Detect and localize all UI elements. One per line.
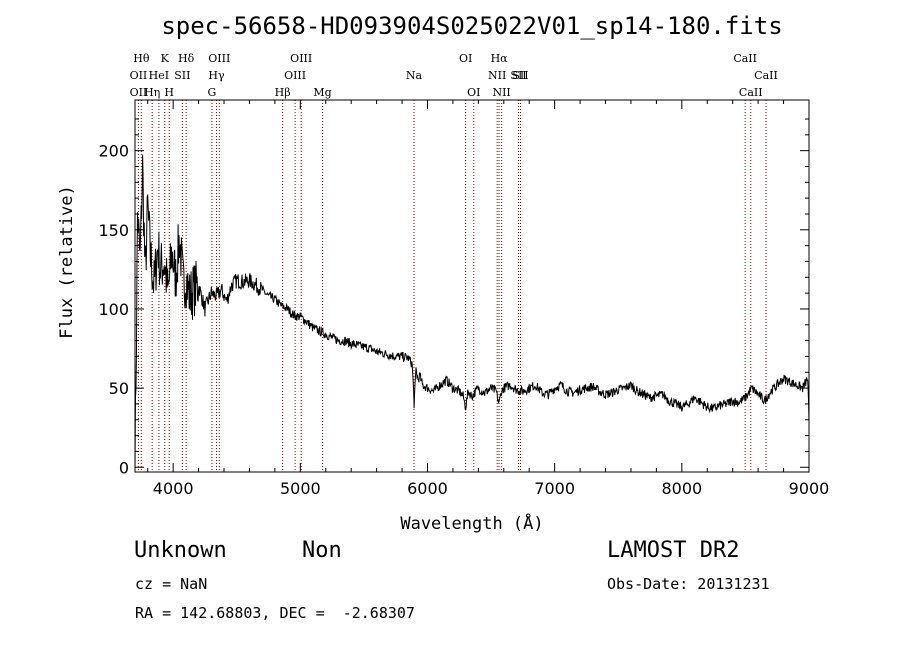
line-label: OIII — [284, 69, 306, 82]
line-label: Hη — [144, 86, 160, 99]
line-markers — [137, 100, 767, 472]
x-tick-label: 6000 — [407, 479, 448, 498]
chart-title: spec-56658-HD093904S025022V01_sp14-180.f… — [161, 12, 782, 40]
coordinates: RA = 142.68803, DEC = -2.68307 — [135, 604, 415, 622]
y-axis-label: Flux (relative) — [57, 185, 77, 339]
x-tick-label: 9000 — [789, 479, 830, 498]
object-subclass: Non — [302, 538, 342, 563]
y-axis: 0 50 100 150 200 — [98, 118, 809, 477]
y-tick-label: 200 — [98, 142, 129, 161]
line-label: OI — [459, 52, 472, 65]
y-tick-label: 0 — [119, 458, 129, 477]
line-label: H — [164, 86, 174, 99]
obs-date: Obs-Date: 20131231 — [607, 575, 770, 593]
line-label: CaII — [739, 86, 763, 99]
line-label: Hγ — [208, 69, 225, 82]
line-label: K — [161, 52, 170, 65]
line-label: Hδ — [178, 52, 195, 65]
x-tick-label: 5000 — [280, 479, 321, 498]
line-label: NII — [488, 69, 506, 82]
line-label: Hα — [491, 52, 509, 65]
line-label: Hβ — [275, 86, 291, 99]
line-label: Na — [406, 69, 423, 82]
plot-frame — [134, 99, 810, 473]
redshift-cz: cz = NaN — [135, 575, 208, 593]
line-label: OIII — [290, 52, 312, 65]
line-label: SII — [512, 69, 528, 82]
line-label: Hθ — [133, 52, 150, 65]
x-axis-label: Wavelength (Å) — [400, 512, 543, 534]
line-label: Mg — [313, 86, 331, 99]
line-label: CaII — [754, 69, 778, 82]
x-tick-label: 4000 — [153, 479, 194, 498]
line-label: OII — [130, 69, 148, 82]
object-class: Unknown — [134, 538, 227, 563]
line-label: SII — [510, 69, 526, 82]
line-labels: OIIOIIHθHηHeIKHSIIHδGHγOIIIHβOIIIOIIIMgN… — [130, 52, 778, 99]
line-label: OI — [467, 86, 480, 99]
line-label: SII — [174, 69, 190, 82]
x-tick-label: 8000 — [661, 479, 702, 498]
survey-name: LAMOST DR2 — [607, 538, 740, 563]
x-tick-label: 7000 — [534, 479, 575, 498]
line-label: OIII — [208, 52, 230, 65]
x-axis: 4000 5000 6000 7000 8000 9000 — [147, 100, 830, 498]
line-label: HeI — [149, 69, 169, 82]
line-label: OII — [130, 86, 148, 99]
y-tick-label: 150 — [98, 221, 129, 240]
line-label: G — [208, 86, 217, 99]
y-tick-label: 100 — [98, 300, 129, 319]
spectrum-line — [134, 154, 810, 473]
y-tick-label: 50 — [109, 379, 129, 398]
line-label: CaII — [733, 52, 757, 65]
line-label: NII — [492, 86, 510, 99]
